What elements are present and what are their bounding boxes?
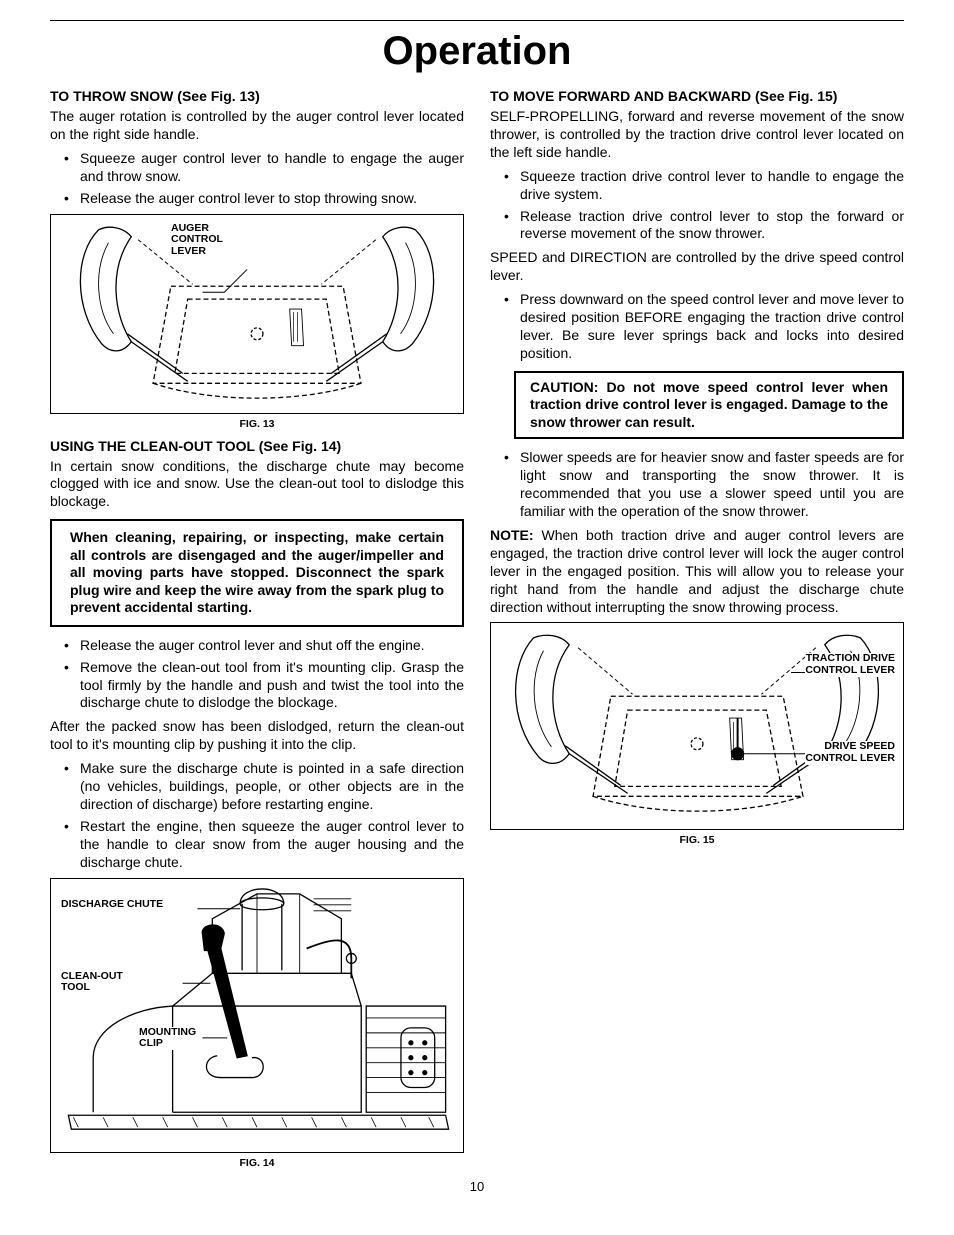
fig15-label-speed: DRIVE SPEED CONTROL LEVER: [805, 741, 895, 764]
bullet-list: Press downward on the speed control leve…: [490, 291, 904, 363]
bullet-item: Make sure the discharge chute is pointed…: [50, 760, 464, 814]
note-text: When both traction drive and auger contr…: [490, 527, 904, 615]
paragraph: After the packed snow has been dislodged…: [50, 718, 464, 754]
bullet-item: Squeeze traction drive control lever to …: [490, 168, 904, 204]
fig13-caption: FIG. 13: [50, 418, 464, 430]
fig14-label-clip: MOUNTING CLIP: [139, 1027, 196, 1050]
paragraph: The auger rotation is controlled by the …: [50, 108, 464, 144]
note-paragraph: NOTE: When both traction drive and auger…: [490, 527, 904, 617]
fig14-label-tool: CLEAN-OUT TOOL: [61, 971, 123, 994]
bullet-item: Release traction drive control lever to …: [490, 208, 904, 244]
heading-cleanout: USING THE CLEAN-OUT TOOL (See Fig. 14): [50, 438, 464, 454]
bullet-list: Squeeze auger control lever to handle to…: [50, 150, 464, 208]
bullet-list: Slower speeds are for heavier snow and f…: [490, 449, 904, 521]
heading-move: TO MOVE FORWARD AND BACKWARD (See Fig. 1…: [490, 88, 904, 104]
figure-14: DISCHARGE CHUTE CLEAN-OUT TOOL MOUNTING …: [50, 878, 464, 1153]
fig14-caption: FIG. 14: [50, 1157, 464, 1169]
warning-text: When cleaning, repairing, or inspecting,…: [70, 529, 444, 617]
bullet-list: Release the auger control lever and shut…: [50, 637, 464, 713]
fig15-caption: FIG. 15: [490, 834, 904, 846]
fig14-label-chute: DISCHARGE CHUTE: [61, 899, 163, 911]
figure-15: TRACTION DRIVE CONTROL LEVER DRIVE SPEED…: [490, 622, 904, 830]
fig14-illustration: [51, 879, 463, 1152]
warning-box: When cleaning, repairing, or inspecting,…: [50, 519, 464, 627]
heading-throw-snow: TO THROW SNOW (See Fig. 13): [50, 88, 464, 104]
bullet-item: Press downward on the speed control leve…: [490, 291, 904, 363]
fig13-illustration: [51, 215, 463, 413]
fig15-label-traction: TRACTION DRIVE CONTROL LEVER: [805, 653, 895, 676]
paragraph: In certain snow conditions, the discharg…: [50, 458, 464, 512]
page-number: 10: [0, 1179, 954, 1194]
note-label: NOTE:: [490, 527, 534, 543]
bullet-list: Make sure the discharge chute is pointed…: [50, 760, 464, 871]
paragraph: SPEED and DIRECTION are controlled by th…: [490, 249, 904, 285]
bullet-item: Release the auger control lever and shut…: [50, 637, 464, 655]
left-column: TO THROW SNOW (See Fig. 13) The auger ro…: [50, 88, 464, 1177]
bullet-list: Squeeze traction drive control lever to …: [490, 168, 904, 244]
figure-13: AUGER CONTROL LEVER: [50, 214, 464, 414]
bullet-item: Remove the clean-out tool from it's moun…: [50, 659, 464, 713]
page-frame: Operation TO THROW SNOW (See Fig. 13) Th…: [50, 20, 904, 1177]
bullet-item: Squeeze auger control lever to handle to…: [50, 150, 464, 186]
right-column: TO MOVE FORWARD AND BACKWARD (See Fig. 1…: [490, 88, 904, 1177]
page-title: Operation: [50, 29, 904, 74]
bullet-item: Release the auger control lever to stop …: [50, 190, 464, 208]
bullet-item: Restart the engine, then squeeze the aug…: [50, 818, 464, 872]
caution-box: CAUTION: Do not move speed control lever…: [514, 371, 904, 440]
bullet-item: Slower speeds are for heavier snow and f…: [490, 449, 904, 521]
two-column-layout: TO THROW SNOW (See Fig. 13) The auger ro…: [50, 88, 904, 1177]
fig13-label-auger: AUGER CONTROL LEVER: [171, 223, 223, 258]
paragraph: SELF-PROPELLING, forward and reverse mov…: [490, 108, 904, 162]
caution-text: CAUTION: Do not move speed control lever…: [530, 379, 888, 432]
